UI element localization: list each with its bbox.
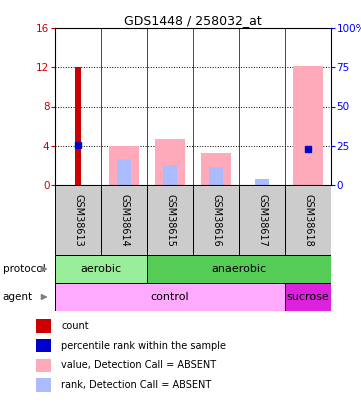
Text: protocol: protocol [3,264,45,274]
Bar [36,359,51,372]
Text: control: control [151,292,189,302]
Text: GSM38616: GSM38616 [211,194,221,246]
Text: GSM38617: GSM38617 [257,194,267,246]
Bar [36,319,51,333]
Text: GSM38614: GSM38614 [119,194,129,246]
Bar [55,255,147,283]
Bar [147,255,331,283]
Bar [55,283,285,311]
Bar [109,146,139,185]
Bar [101,185,147,255]
Bar [285,283,331,311]
Text: count: count [61,321,89,331]
Bar [36,339,51,352]
Text: value, Detection Call = ABSENT: value, Detection Call = ABSENT [61,360,217,371]
Bar [209,167,223,185]
Bar [163,165,177,185]
Text: GSM38618: GSM38618 [303,194,313,246]
Text: percentile rank within the sample: percentile rank within the sample [61,341,226,351]
Bar [155,139,185,185]
Bar [239,185,285,255]
Bar [193,185,239,255]
Bar [293,66,323,185]
Bar [117,160,131,185]
Bar [147,185,193,255]
Text: anaerobic: anaerobic [212,264,266,274]
Text: GSM38613: GSM38613 [73,194,83,246]
Bar [55,185,101,255]
Text: GSM38615: GSM38615 [165,194,175,246]
Text: rank, Detection Call = ABSENT: rank, Detection Call = ABSENT [61,380,212,390]
Bar [75,67,82,185]
Title: GDS1448 / 258032_at: GDS1448 / 258032_at [124,14,262,27]
Bar [36,378,51,392]
Bar [285,185,331,255]
Bar [255,179,269,185]
Bar [201,153,231,185]
Text: sucrose: sucrose [287,292,329,302]
Text: aerobic: aerobic [81,264,122,274]
Text: agent: agent [3,292,33,302]
